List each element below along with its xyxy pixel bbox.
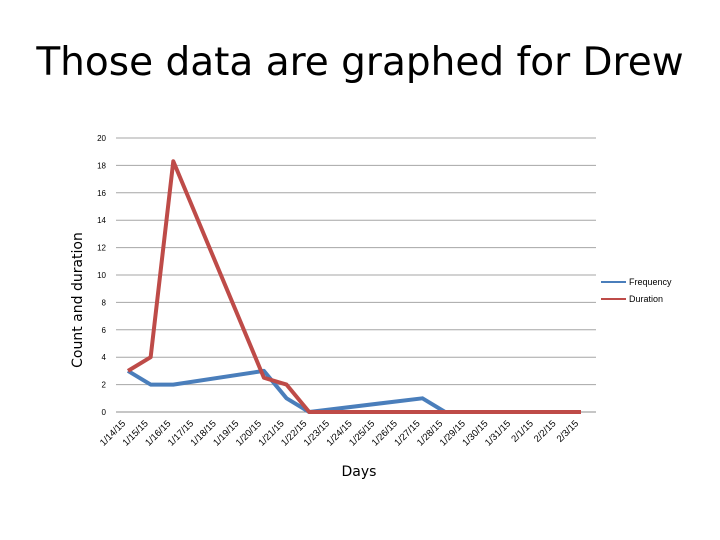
y-tick-label: 18 [97,161,106,170]
y-tick-label: 4 [102,353,107,362]
legend-label-duration: Duration [629,294,663,304]
y-axis-title: Count and duration [70,232,86,368]
series-lines [126,159,581,414]
legend: Frequency Duration [601,277,672,304]
y-tick-label: 14 [97,216,106,225]
x-tick-label: 2/2/15 [532,418,558,444]
y-tick-label: 20 [97,134,106,143]
slide-title: Those data are graphed for Drew [36,40,684,85]
y-tick-label: 2 [102,381,107,390]
y-tick-label: 10 [97,271,106,280]
y-tick-labels: 0 2 4 6 8 10 12 14 16 18 20 [97,134,106,417]
legend-label-frequency: Frequency [629,277,672,287]
x-axis-title: Days [342,464,377,480]
y-tick-label: 8 [102,298,107,307]
x-tick-label: 2/1/15 [509,418,535,444]
y-tick-label: 0 [102,408,107,417]
y-tick-label: 6 [102,326,107,335]
y-tick-label: 12 [97,244,106,253]
series-line-frequency [126,368,581,414]
x-tick-labels: 1/14/151/15/151/16/151/17/151/18/151/19/… [98,418,581,448]
gridlines [116,137,596,413]
x-tick-label: 1/31/15 [483,418,513,448]
series-line-duration [126,159,581,414]
y-tick-label: 16 [97,189,106,198]
x-tick-label: 2/3/15 [555,418,581,444]
